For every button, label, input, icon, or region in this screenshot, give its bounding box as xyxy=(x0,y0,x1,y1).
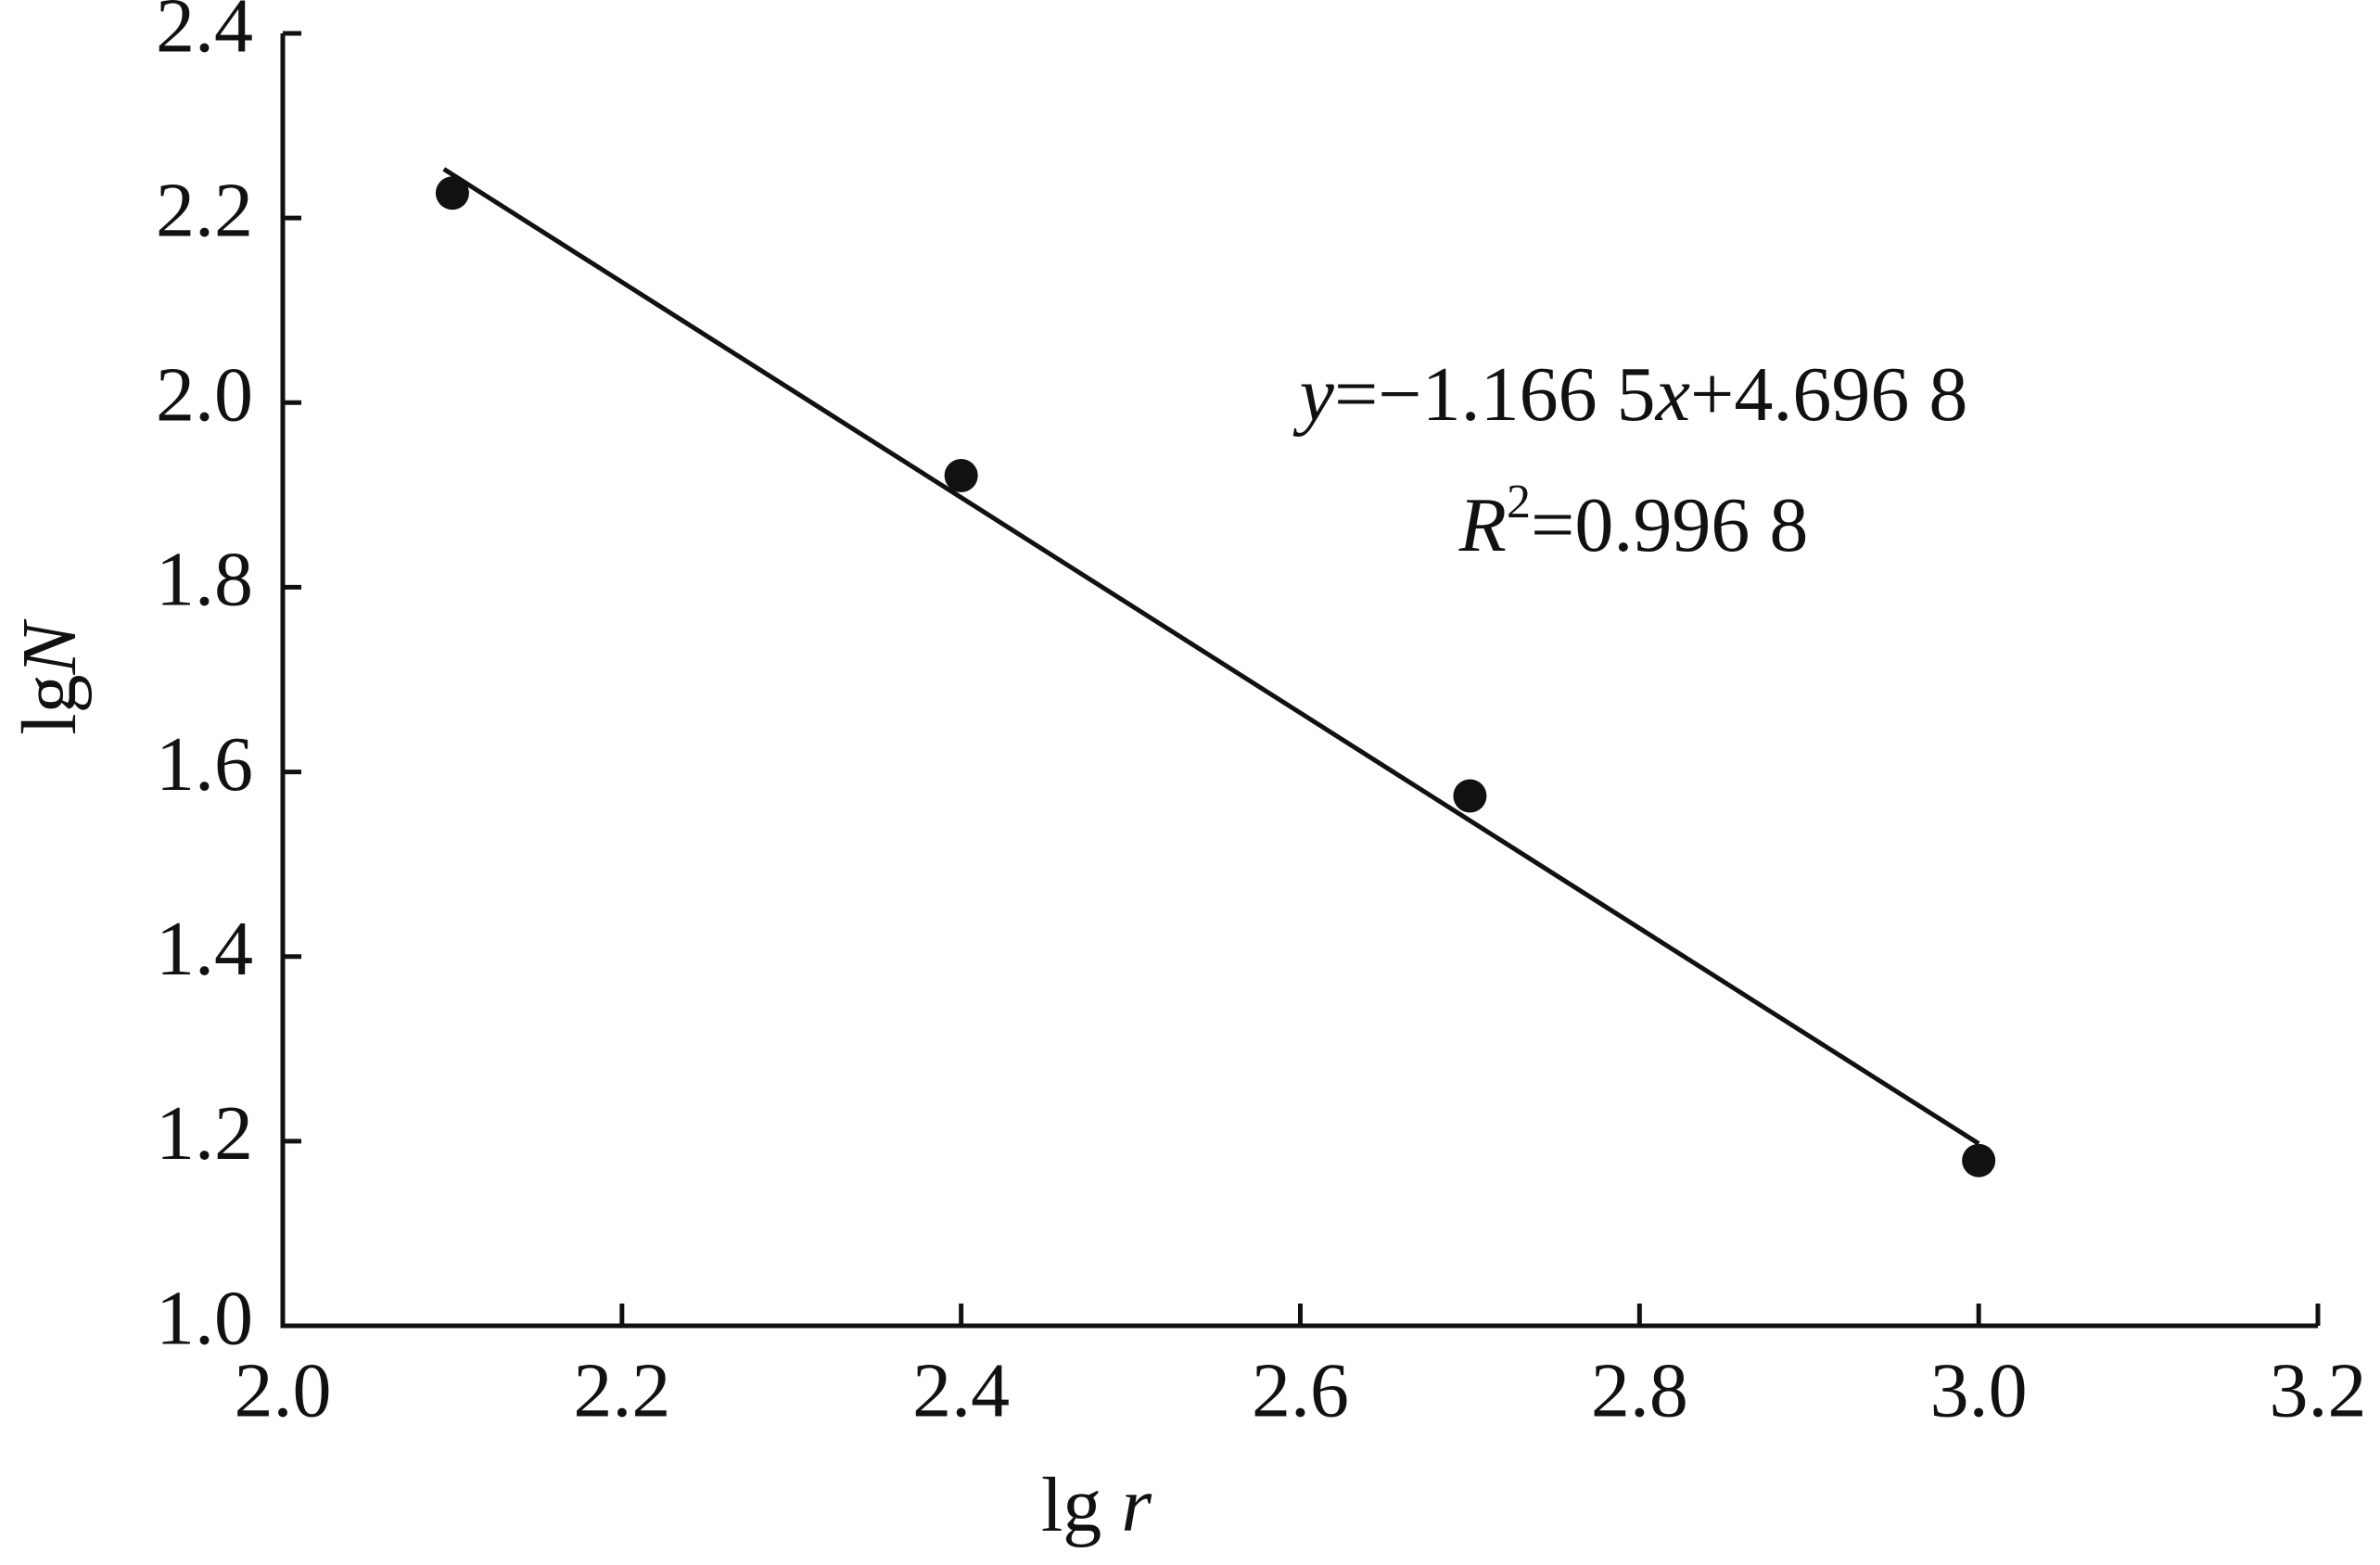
x-tick-label: 2.0 xyxy=(235,1347,332,1433)
point xyxy=(944,458,978,492)
equation-part: x xyxy=(1654,351,1690,438)
equation: y=−1.166 5x+4.696 8 xyxy=(1292,351,1968,438)
fit-line xyxy=(442,167,1980,1146)
y-tick-label: 2.2 xyxy=(156,167,253,253)
x-axis-label: lg r xyxy=(1041,1462,1152,1548)
equation-part: +4.696 8 xyxy=(1690,351,1967,438)
y-tick-label: 1.0 xyxy=(156,1275,253,1361)
y-tick-label: 1.8 xyxy=(156,537,253,623)
r-squared: R2=0.996 8 xyxy=(1458,476,1809,568)
point xyxy=(1453,779,1487,813)
equation-part: y xyxy=(1292,351,1335,438)
r-squared-part: =0.996 8 xyxy=(1531,482,1808,568)
x-tick-label: 2.6 xyxy=(1252,1347,1349,1433)
y-axis-label: lgN xyxy=(6,618,93,734)
x-tick-label: 2.4 xyxy=(912,1347,1010,1433)
point xyxy=(1962,1143,1996,1177)
r-squared-part: 2 xyxy=(1507,476,1531,528)
x-tick-label: 2.2 xyxy=(573,1347,670,1433)
y-axis-label-part: N xyxy=(6,618,93,675)
x-axis-label-part: r xyxy=(1121,1462,1152,1548)
x-tick-label: 3.0 xyxy=(1930,1347,2028,1433)
y-tick-label: 1.4 xyxy=(156,906,253,992)
equation-part: =−1.166 5 xyxy=(1334,351,1656,438)
y-tick-label: 2.0 xyxy=(156,352,253,439)
y-tick-label: 2.4 xyxy=(156,0,253,69)
point xyxy=(435,176,469,210)
x-tick-label: 2.8 xyxy=(1591,1347,1688,1433)
r-squared-part: R xyxy=(1458,482,1507,568)
x-axis-label-part: lg xyxy=(1041,1462,1121,1548)
y-axis-label-part: lg xyxy=(6,674,93,734)
y-tick-label: 1.2 xyxy=(156,1090,253,1177)
y-tick-label: 1.6 xyxy=(156,721,253,808)
x-tick-label: 3.2 xyxy=(2270,1347,2367,1433)
